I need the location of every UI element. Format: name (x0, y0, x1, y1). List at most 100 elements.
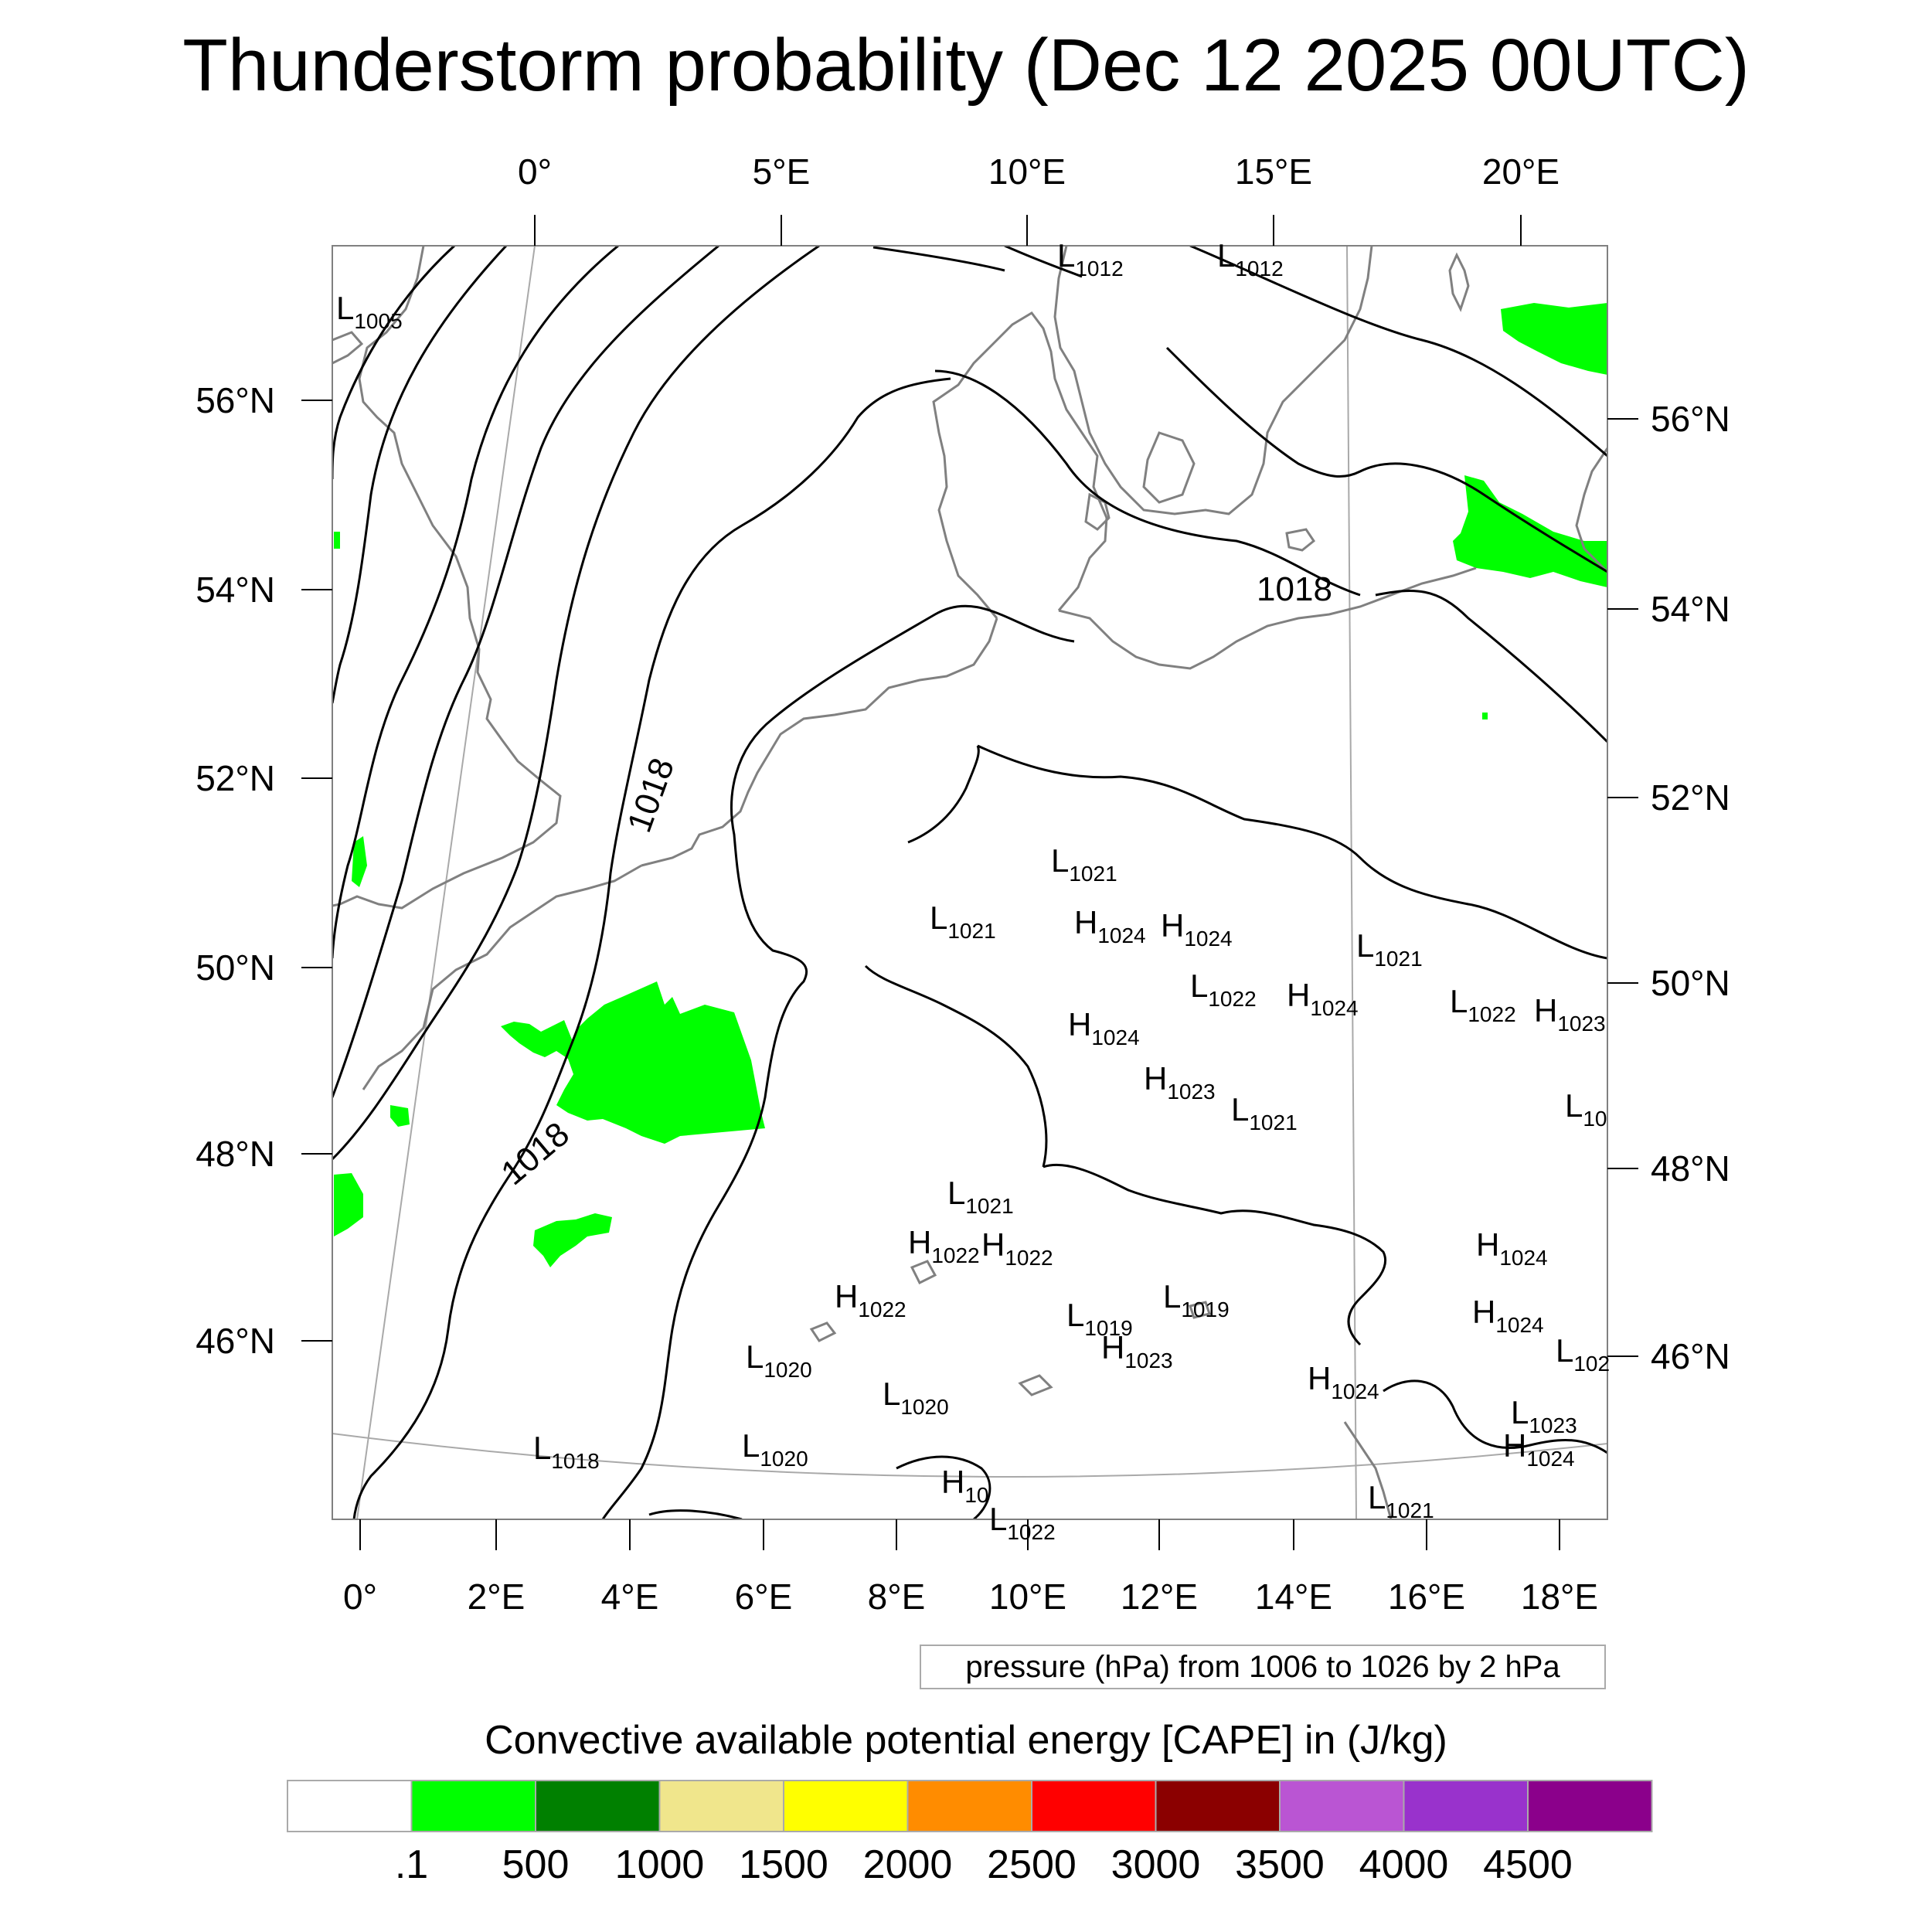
isobar-north-3 (1004, 246, 1083, 278)
pressure-center-value: 1005 (354, 309, 402, 333)
low-pressure-center: L1020 (742, 1427, 808, 1471)
cape-area-speck (334, 532, 340, 549)
coastline-britain (332, 246, 562, 910)
isobar-west-1 (332, 246, 456, 480)
colorbar-label: 1500 (739, 1842, 828, 1887)
colorbar-label: 4000 (1359, 1842, 1449, 1887)
cape-area-channel (352, 836, 367, 887)
pressure-center-letter: L (1556, 1332, 1573, 1369)
isobar-alps-1 (1043, 1163, 1387, 1346)
low-pressure-center: L1021 (947, 1175, 1014, 1218)
low-pressure-center: L1022 (1190, 968, 1257, 1011)
colorbar-swatch (1403, 1780, 1529, 1832)
pressure-center-value: 1024 (1097, 923, 1145, 947)
right-lat-label: 54°N (1651, 589, 1730, 629)
low-pressure-center: L1018 (533, 1430, 600, 1473)
left-lat-label: 46°N (196, 1321, 275, 1361)
pressure-center-letter: H (1308, 1360, 1331, 1396)
pressure-center-letter: H (1101, 1329, 1124, 1366)
pressure-center-letter: H (941, 1464, 964, 1500)
left-lat-label: 50°N (196, 947, 275, 988)
cape-area-baltic-south (1453, 475, 1607, 587)
low-pressure-center: L1019 (1066, 1297, 1133, 1340)
colorbar-swatch (1527, 1780, 1653, 1832)
coastline-denmark (932, 311, 1108, 619)
pressure-center-letter: H (1074, 904, 1097, 940)
pressure-center-value: 1012 (1235, 257, 1283, 281)
isobar-north-6 (1375, 589, 1607, 743)
isobar-west-4 (332, 246, 719, 1098)
high-pressure-center: H1024 (1287, 977, 1359, 1020)
bottom-lon-label: 16°E (1388, 1577, 1465, 1617)
bottom-lon-label: 8°E (868, 1577, 926, 1617)
pressure-center-value: 1022 (1007, 1520, 1055, 1544)
low-pressure-center: L1012 (1217, 237, 1284, 281)
pressure-center-value: 1024 (1526, 1447, 1574, 1471)
colorbar-swatch (906, 1780, 1032, 1832)
pressure-center-letter: L (989, 1501, 1007, 1537)
top-lon-label: 20°E (1482, 151, 1560, 192)
pressure-center-letter: L (1217, 237, 1235, 274)
pressure-center-value: 1021 (1069, 862, 1117, 886)
pressure-center-letter: H (1161, 907, 1184, 944)
coastline-gotland (1448, 252, 1470, 312)
pressure-center-value: 1022 (931, 1243, 979, 1267)
coastline-adriatic (1343, 1421, 1393, 1519)
high-pressure-center: H1022 (835, 1278, 906, 1321)
top-lon-label: 0° (518, 151, 552, 192)
isobar-south-1 (1383, 1379, 1607, 1454)
pressure-center-letter: H (1287, 977, 1310, 1013)
pressure-center-value: 1019 (1181, 1298, 1229, 1321)
left-lat-labels: 56°N 54°N 52°N 50°N 48°N 46°N (196, 380, 275, 1361)
cape-colorbar-labels: .1 500 1000 1500 2000 2500 3000 3500 4000 4500 (395, 1842, 1573, 1887)
pressure-center-letter: H (1476, 1226, 1499, 1263)
high-pressure-center: H1024 (1308, 1360, 1379, 1403)
pressure-center-letter: H (908, 1224, 931, 1260)
left-lat-label: 52°N (196, 758, 275, 798)
high-pressure-center: H1024 (1074, 904, 1146, 947)
coastline-scotland (332, 331, 364, 365)
left-lat-label: 54°N (196, 570, 275, 610)
colorbar-swatch (1031, 1780, 1157, 1832)
cape-area-brittany (390, 1105, 410, 1127)
coastlines (332, 246, 1607, 1519)
pressure-center-letter: L (1356, 927, 1374, 964)
pressure-center-value: 102 (1573, 1352, 1610, 1376)
isobar-mid-2 (907, 745, 980, 844)
pressure-center-value: 1024 (1499, 1246, 1547, 1270)
left-lat-label: 48°N (196, 1134, 275, 1174)
bottom-lon-label: 6°E (735, 1577, 793, 1617)
cape-area-france-south (533, 1213, 612, 1267)
high-pressure-center: H1023 (1534, 992, 1606, 1036)
colorbar-label: 4500 (1483, 1842, 1573, 1887)
cape-area-baltic-north (1501, 303, 1607, 375)
pressure-center-letter: L (1066, 1297, 1084, 1333)
isobar-west-3 (332, 246, 619, 959)
right-lat-label: 56°N (1651, 399, 1730, 439)
pressure-center-letter: L (1231, 1091, 1249, 1128)
isobar-west-2 (332, 246, 508, 704)
bottom-lon-label: 4°E (601, 1577, 659, 1617)
pressure-center-letter: H (1472, 1294, 1495, 1330)
pressure-center-letter: H (1068, 1006, 1091, 1043)
colorbar-swatch (783, 1780, 909, 1832)
contour-label: 1018 (1257, 570, 1332, 608)
cape-area-france (501, 981, 765, 1144)
pressure-center-value: 1021 (1249, 1111, 1297, 1134)
colorbar-label: 3500 (1235, 1842, 1325, 1887)
pressure-center-value: 1019 (1084, 1316, 1132, 1340)
pressure-center-value: 1018 (551, 1449, 599, 1473)
tick-marks (301, 215, 1638, 1550)
pressure-center-letter: H (1534, 992, 1557, 1029)
pressure-center-value: 1022 (1208, 987, 1256, 1011)
colorbar-swatch (1279, 1780, 1405, 1832)
colorbar-label: 2500 (987, 1842, 1077, 1887)
coastline-germany (1058, 566, 1477, 670)
pressure-center-value: 1024 (1310, 996, 1358, 1020)
bottom-lon-label: 0° (343, 1577, 377, 1617)
bottom-lon-label: 14°E (1255, 1577, 1332, 1617)
pressure-center-letter: L (1163, 1278, 1181, 1315)
pressure-center-value: 1020 (760, 1447, 808, 1471)
pressure-center-letter: L (746, 1338, 764, 1375)
